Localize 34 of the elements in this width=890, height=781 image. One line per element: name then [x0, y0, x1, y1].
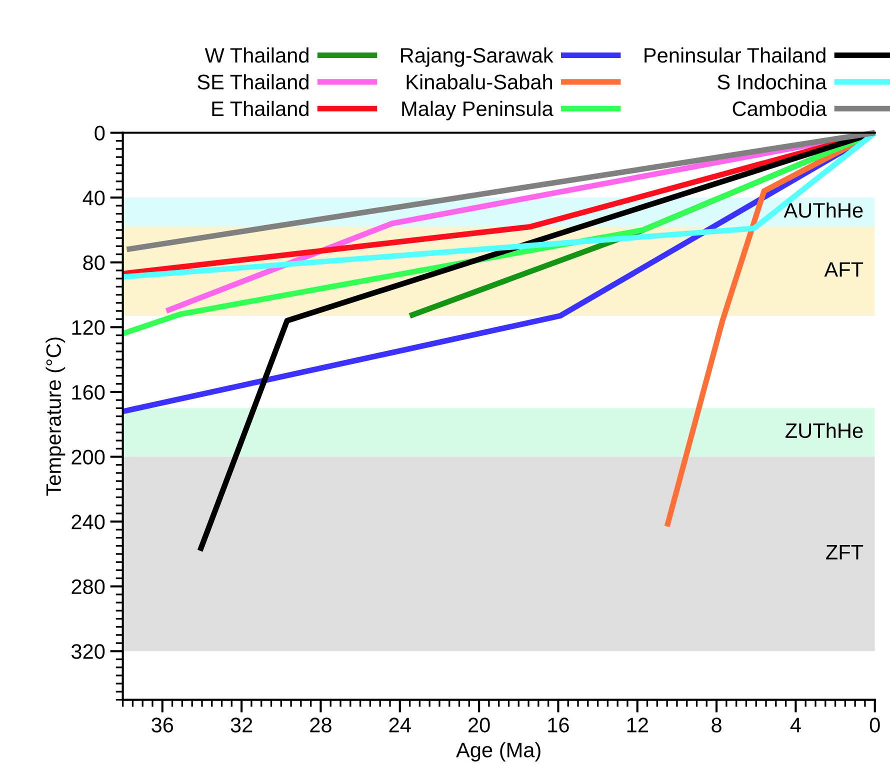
legend-label: Kinabalu-Sabah	[406, 74, 552, 90]
y-tick-label: 240	[72, 514, 105, 530]
x-axis-title: Age (Ma)	[456, 742, 540, 762]
x-tick-label: 0	[870, 718, 880, 732]
band-label: ZFT	[826, 545, 864, 560]
y-tick-label: 80	[83, 255, 105, 270]
y-tick-label: 320	[71, 644, 105, 659]
x-tick-label: 8	[712, 718, 722, 732]
x-tick-label: 32	[230, 718, 252, 732]
x-tick-label: 36	[152, 718, 174, 732]
band-label: AFT	[824, 262, 864, 277]
x-tick-label: 12	[627, 718, 648, 732]
x-tick-label: 28	[310, 718, 332, 732]
legend-label: Cambodia	[732, 100, 827, 116]
legend-label: W Thailand	[204, 47, 308, 63]
y-tick-label: 200	[72, 450, 105, 465]
y-tick-label: 0	[94, 126, 105, 141]
legend-label: S Indochina	[718, 74, 827, 90]
y-axis-title: Temperature (°C)	[46, 338, 66, 496]
y-tick-label: 160	[72, 384, 105, 400]
legend-label: SE Thailand	[198, 74, 308, 90]
legend-label: Rajang-Sarawak	[401, 47, 554, 67]
legend-label: E Thailand	[212, 100, 308, 116]
x-tick-label: 20	[468, 718, 490, 732]
y-tick-label: 120	[72, 320, 105, 335]
band-label: AUThHe	[784, 202, 863, 218]
y-tick-label: 40	[82, 190, 105, 206]
legend-label: Peninsular Thailand	[644, 47, 826, 63]
legend-label: Malay Peninsula	[402, 100, 554, 120]
x-tick-label: 4	[790, 718, 801, 732]
y-tick-label: 280	[72, 579, 105, 594]
x-tick-label: 24	[389, 718, 411, 732]
band-label: ZUThHe	[786, 422, 863, 438]
x-tick-label: 16	[548, 718, 569, 732]
